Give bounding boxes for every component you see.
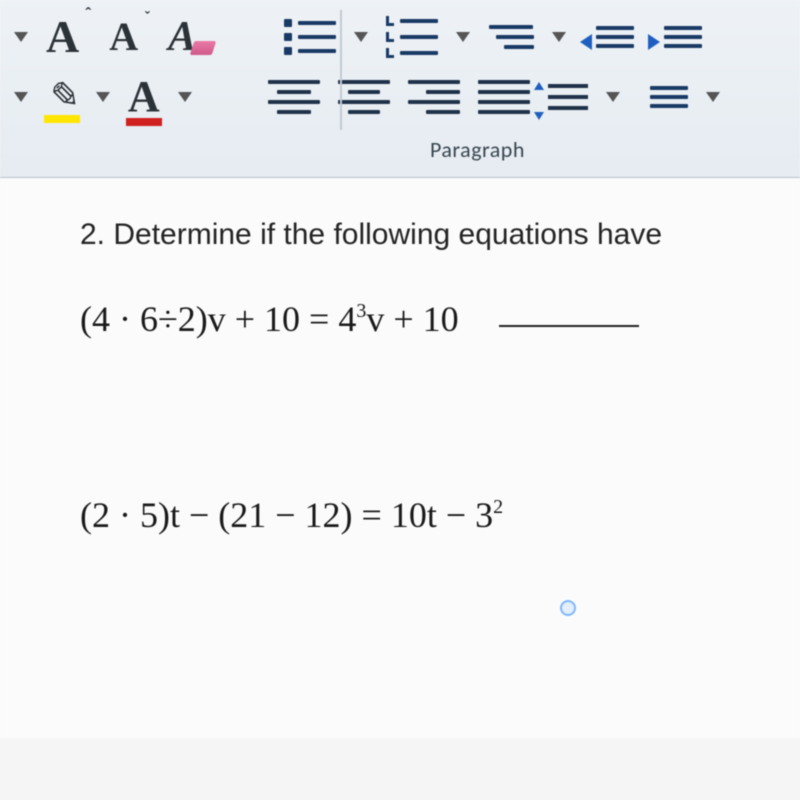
document-area: 2. Determine if the following equations … [0,178,800,738]
equation-1: (4 · 6÷2)v + 10 = 43v + 10 [80,298,800,340]
shading-dropdown-icon[interactable] [706,92,720,102]
cursor-indicator-icon [560,600,576,616]
grow-font-button[interactable]: A ˆ [46,10,79,63]
align-justify-button[interactable] [478,80,530,114]
group-divider [340,10,342,130]
highlight-color-swatch [44,115,80,123]
line-spacing-button[interactable] [548,84,588,110]
align-left-button[interactable] [268,80,320,114]
font-color-dropdown-icon[interactable] [178,92,192,102]
paragraph-group-label: Paragraph [430,122,525,171]
group-label-row: Paragraph [0,122,800,171]
equation-1-exponent: 3 [356,300,366,323]
shrink-font-caret-icon: ˇ [145,9,150,27]
font-color-label: A [128,71,160,122]
dropdown-icon[interactable] [14,92,28,102]
highlight-pen-icon: ✎ [43,72,81,121]
line-spacing-dropdown-icon[interactable] [606,92,620,102]
paragraph-group-top [284,16,702,58]
question-line: 2. Determine if the following equations … [80,218,800,252]
shrink-font-button[interactable]: A ˇ [109,13,138,60]
ribbon-row-1: A ˆ A ˇ A [14,10,786,63]
bullet-list-dropdown-icon[interactable] [354,32,368,42]
shading-button[interactable] [638,86,688,108]
grow-font-caret-icon: ˆ [85,4,91,25]
align-center-button[interactable] [338,80,390,114]
question-number: 2. [80,218,113,251]
equation-2: (2 · 5)t − (21 − 12) = 10t − 32 [80,494,800,536]
ribbon-row-2: ✎ A [14,71,786,122]
bullet-list-button[interactable] [284,19,336,55]
dropdown-icon[interactable] [14,32,28,42]
font-group-bottom: ✎ A [46,71,192,122]
increase-indent-button[interactable] [652,26,702,48]
equation-1-tail: v + 10 [366,298,458,340]
highlight-button[interactable]: ✎ [46,74,78,119]
multilevel-list-button[interactable] [488,25,534,49]
equation-1-lhs: (4 · 6÷2)v + 10 = 4 [80,298,356,340]
align-right-button[interactable] [408,80,460,114]
eraser-icon [190,41,217,55]
equation-2-exponent: 2 [493,496,503,519]
shrink-font-label: A [109,13,138,60]
arrow-left-icon [580,34,592,50]
font-group-top: A ˆ A ˇ A [46,10,196,63]
question-text: Determine if the following equations hav… [113,218,662,251]
font-color-swatch [126,118,162,126]
paragraph-group-bottom [268,80,720,114]
clear-formatting-button[interactable]: A [168,13,196,61]
equation-2-body: (2 · 5)t − (21 − 12) = 10t − 3 [80,494,493,536]
font-color-button[interactable]: A [128,71,160,122]
decrease-indent-button[interactable] [584,26,634,48]
arrow-right-icon [648,34,660,50]
numbered-list-dropdown-icon[interactable] [456,32,470,42]
multilevel-list-dropdown-icon[interactable] [552,32,566,42]
highlight-dropdown-icon[interactable] [96,92,110,102]
numbered-list-button[interactable] [386,16,438,58]
line-spacing-arrows-icon [534,84,544,118]
grow-font-label: A [46,10,79,63]
ribbon: A ˆ A ˇ A [0,0,800,178]
answer-blank-1[interactable] [499,325,639,327]
